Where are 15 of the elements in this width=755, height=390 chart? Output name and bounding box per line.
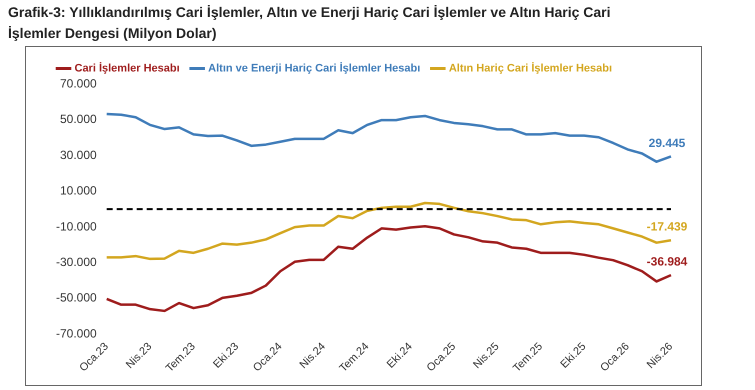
y-tick-label: -30.000 — [56, 255, 98, 269]
data-label: 29.445 — [648, 136, 686, 150]
legend-label: Cari İşlemler Hesabı — [74, 62, 180, 75]
data-label: -36.984 — [646, 254, 688, 268]
y-tick-label: -50.000 — [56, 290, 98, 305]
y-tick-label: -10.000 — [56, 219, 98, 234]
data-label: -17.439 — [646, 220, 688, 234]
chart-title: Grafik-3: Yıllıklandırılmış Cari İşlemler, Altın ve Enerji Hariç Cari İşlemler ve Altın Hariç Cari İşlemler Dengesi (Milyon Dolar) — [8, 3, 612, 43]
y-tick-label: 50.000 — [60, 112, 98, 126]
y-tick-label: 70.000 — [60, 76, 98, 90]
legend-label: Altın ve Enerji Hariç Cari İşlemler Hesabı — [208, 62, 420, 75]
y-tick-label: -70.000 — [56, 326, 98, 340]
legend-label: Altın Hariç Cari İşlemler Hesabı — [448, 62, 612, 75]
y-tick-label: 10.000 — [60, 184, 98, 198]
y-tick-label: 30.000 — [60, 148, 98, 162]
